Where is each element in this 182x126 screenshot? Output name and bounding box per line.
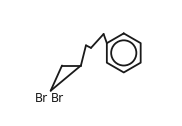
Text: Br: Br	[35, 92, 48, 105]
Text: Br: Br	[51, 92, 64, 105]
